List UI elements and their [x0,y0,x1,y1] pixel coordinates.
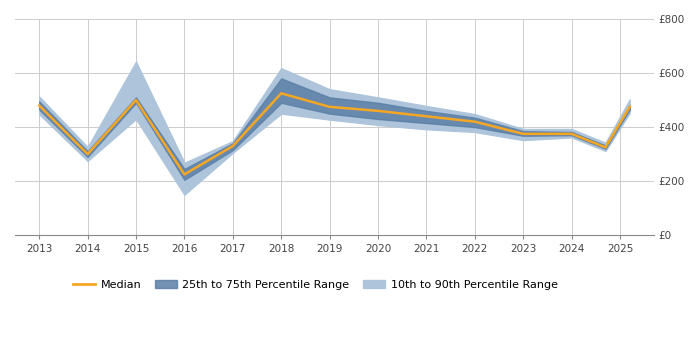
Legend: Median, 25th to 75th Percentile Range, 10th to 90th Percentile Range: Median, 25th to 75th Percentile Range, 1… [69,275,562,294]
